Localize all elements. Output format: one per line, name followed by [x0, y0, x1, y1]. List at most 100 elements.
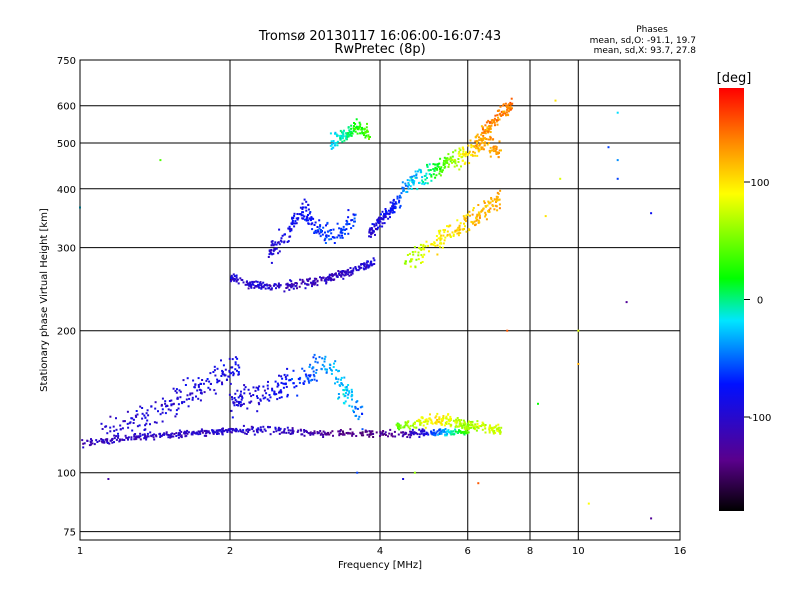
echo-point — [320, 277, 323, 279]
echo-point — [165, 432, 168, 435]
echo-point — [247, 282, 249, 285]
echo-point — [239, 401, 242, 404]
echo-point — [482, 207, 485, 210]
echo-point — [484, 213, 487, 216]
echo-point — [177, 403, 180, 406]
echo-point — [292, 431, 294, 434]
echo-point — [467, 144, 470, 147]
echo-point — [457, 234, 460, 237]
echo-point — [278, 286, 280, 289]
echo-point — [370, 228, 373, 231]
echo-point — [420, 432, 423, 435]
echo-point — [278, 396, 281, 399]
echo-point — [421, 417, 424, 420]
echo-point — [221, 383, 224, 386]
echo-point — [498, 149, 501, 152]
echo-point — [474, 224, 476, 227]
echo-point — [289, 230, 292, 233]
echo-point — [413, 180, 416, 183]
echo-point — [342, 393, 345, 396]
echo-point — [459, 222, 462, 225]
echo-point — [470, 426, 473, 429]
echo-point — [231, 396, 233, 399]
echo-point — [335, 369, 338, 371]
echo-point — [435, 174, 438, 177]
echo-point — [278, 391, 280, 394]
echo-point — [485, 218, 488, 221]
echo-point — [326, 278, 329, 281]
echo-point — [355, 414, 358, 417]
echo-point — [301, 278, 304, 281]
echo-point — [477, 136, 480, 139]
echo-point — [439, 239, 442, 242]
echo-point — [230, 409, 233, 412]
y-tick-label: 600 — [57, 102, 76, 113]
echo-point — [458, 224, 461, 227]
echo-point — [361, 132, 364, 135]
echo-point — [460, 419, 463, 422]
echo-point — [462, 148, 465, 151]
echo-point — [234, 368, 237, 371]
echo-point — [268, 249, 271, 252]
echo-point — [478, 144, 481, 147]
echo-point — [469, 139, 472, 142]
echo-point — [347, 384, 350, 386]
echo-point — [448, 419, 451, 422]
echo-point — [447, 413, 450, 416]
echo-point — [300, 433, 303, 436]
echo-point — [200, 383, 202, 385]
echo-point — [399, 204, 402, 207]
echo-point — [476, 154, 479, 157]
echo-point — [393, 205, 396, 208]
echo-point — [135, 410, 138, 412]
echo-point — [268, 284, 271, 287]
echo-point — [90, 438, 92, 441]
echo-point — [371, 231, 374, 234]
echo-point — [490, 198, 493, 201]
echo-point — [357, 126, 360, 129]
echo-point — [481, 428, 484, 431]
echo-point — [115, 435, 118, 438]
echo-point — [298, 381, 301, 384]
echo-point — [175, 435, 178, 437]
echo-point — [468, 150, 471, 153]
echo-point — [393, 207, 395, 210]
echo-point — [467, 426, 470, 429]
echo-point — [352, 224, 355, 227]
echo-point — [166, 405, 169, 407]
echo-point — [272, 284, 275, 287]
echo-point — [280, 431, 283, 434]
echo-point — [342, 277, 345, 280]
echo-point — [350, 227, 353, 230]
echo-point — [495, 205, 498, 208]
echo-point — [398, 199, 401, 202]
echo-point — [436, 165, 439, 168]
echo-point — [412, 253, 415, 256]
echo-point — [488, 128, 491, 130]
echo-point — [434, 434, 437, 437]
echo-point — [457, 232, 460, 235]
echo-point — [339, 137, 342, 140]
echo-point — [290, 280, 293, 283]
echo-point — [381, 222, 384, 225]
echo-point — [247, 287, 250, 290]
echo-point — [495, 119, 498, 122]
echo-point — [345, 432, 348, 434]
echo-point — [316, 280, 319, 283]
echo-point — [390, 434, 393, 437]
echo-point — [407, 187, 410, 190]
echo-point — [234, 363, 237, 366]
echo-point — [265, 283, 268, 286]
echo-point — [328, 275, 331, 278]
echo-point — [291, 223, 294, 226]
echo-point — [468, 152, 471, 155]
echo-point — [119, 424, 122, 427]
echo-point — [408, 427, 411, 430]
echo-point — [418, 419, 421, 422]
echo-point — [487, 200, 490, 203]
echo-point — [410, 177, 413, 180]
echo-point — [286, 426, 289, 429]
echo-point — [191, 396, 194, 399]
echo-point — [444, 229, 446, 232]
echo-point — [234, 278, 237, 281]
